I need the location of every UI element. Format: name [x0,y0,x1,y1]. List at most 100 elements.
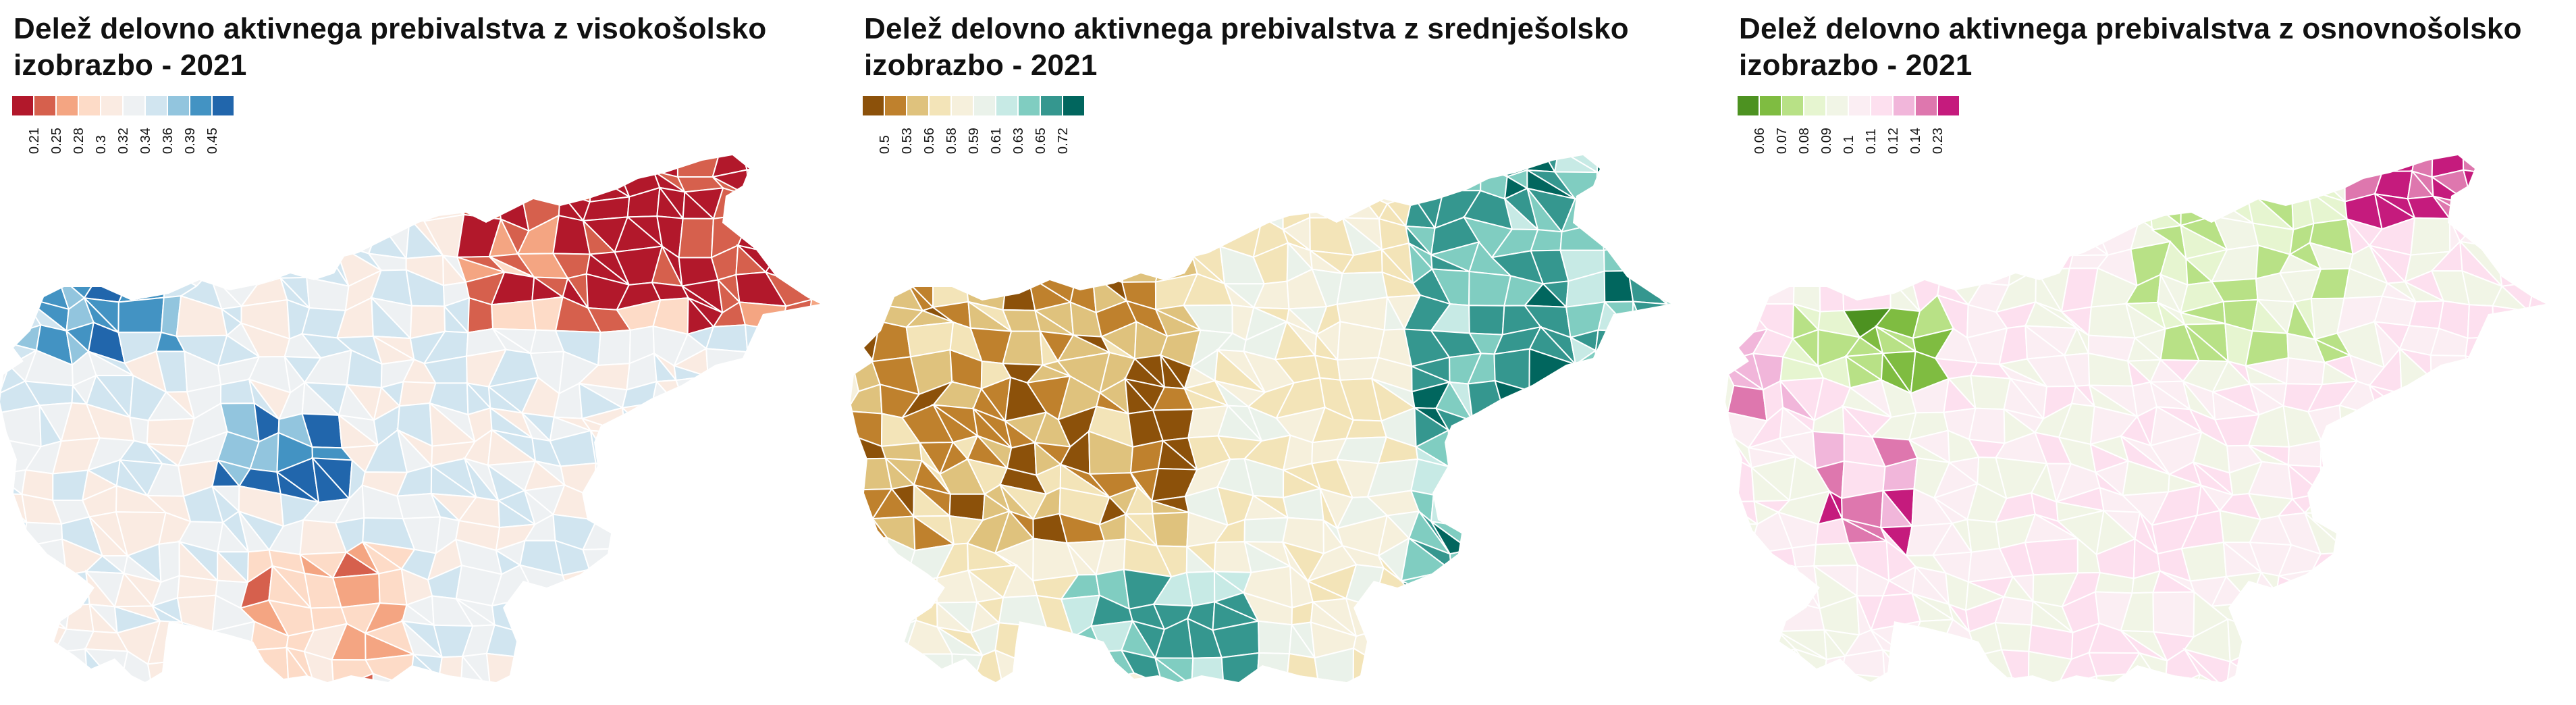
municipality-region [1748,547,1797,568]
municipality-region [655,379,690,419]
municipality-region [2462,169,2501,206]
municipality-region [2408,300,2444,330]
municipality-region [1594,329,1634,367]
municipality-region [491,691,522,705]
municipality-region [746,168,772,197]
municipality-region [2291,188,2315,231]
municipality-region [333,689,373,705]
municipality-region [2467,304,2495,339]
municipality-region [1977,240,2014,286]
municipality-region [1025,625,1062,664]
municipality-region [460,654,492,682]
municipality-region [951,653,984,682]
municipality-region [1002,274,1036,311]
municipality-region [1401,580,1444,602]
municipality-region [2430,355,2479,394]
municipality-region [331,659,375,682]
municipality-region [1308,188,1358,219]
legend-swatch [930,96,950,115]
municipality-region [1468,305,1505,336]
municipality-region [1968,407,2006,444]
municipality-region [65,603,95,633]
legend-swatch [34,96,55,115]
legend-swatch [1849,96,1870,115]
municipality-region [2410,217,2451,256]
municipality-region [1459,419,1501,442]
legend-swatch [1760,96,1781,115]
municipality-region [1449,548,1477,584]
municipality-region [1603,270,1634,303]
municipality-region [2152,591,2195,638]
municipality-region [1526,155,1556,173]
legend-swatch [213,96,234,115]
municipality-region [2216,677,2259,682]
map-title: Delež delovno aktivnega prebivalstva z o… [1739,12,2522,82]
legend-swatch [57,96,78,115]
municipality-region [776,249,818,284]
municipality-region [745,350,785,393]
municipality-region [2495,245,2537,288]
municipality-region [705,348,749,377]
map-title: Delež delovno aktivnega prebivalstva z s… [864,12,1629,82]
municipality-region [461,691,500,705]
municipality-region [0,404,42,448]
municipality-region [1470,415,1506,440]
municipality-region [53,648,88,682]
legend-swatch [101,96,122,115]
legend-swatch [1894,96,1914,115]
municipality-region [1319,685,1356,705]
municipality-region [744,323,782,365]
legend-swatch [146,96,167,115]
legend-swatch [1019,96,1040,115]
legend-swatch [907,96,928,115]
municipality-region [2527,281,2546,312]
legend-swatch [168,96,189,115]
municipality-region [1599,217,1630,248]
municipality-region [562,569,601,604]
municipality-region [146,658,196,682]
municipality-region [932,269,969,309]
map-panel-higher-education: Delež delovno aktivnega prebivalstva z v… [0,0,851,705]
municipality-region [1882,648,1910,681]
municipality-region [1431,163,1482,192]
municipality-region [2527,309,2546,334]
municipality-region [2492,305,2531,338]
municipality-region [851,457,893,492]
municipality-region [2276,575,2320,594]
municipality-region [303,650,335,682]
municipality-region [994,649,1038,682]
municipality-region [1120,649,1164,682]
municipality-region [2494,246,2535,283]
choropleth-map [0,155,820,705]
municipality-region [795,266,820,301]
legend-swatch [12,96,33,115]
municipality-region [554,160,593,203]
legend-swatch [952,96,973,115]
municipality-region [1632,301,1669,340]
municipality-region [485,624,537,658]
legend-swatch [996,96,1017,115]
municipality-region [2184,648,2227,682]
legend-swatch [1871,96,1892,115]
municipality-region [176,575,219,599]
municipality-region [1727,523,1759,556]
municipality-region [1341,188,1380,220]
municipality-region [491,300,537,331]
municipality-region [1646,303,1671,340]
municipality-region [2318,465,2342,489]
municipality-region [2462,155,2509,175]
municipality-region [1966,519,2001,553]
municipality-region [1220,652,1260,682]
municipality-region [2464,355,2496,394]
municipality-region [582,548,632,575]
choropleth-map [1725,155,2546,682]
municipality-region [438,655,464,682]
municipality-region [1447,429,1476,469]
municipality-region [1353,685,1385,705]
municipality-region [2338,404,2385,431]
municipality-region [1352,647,1381,682]
municipality-region [678,217,714,259]
municipality-region [1595,163,1633,201]
legend-swatch [863,96,884,115]
municipality-region [903,577,938,605]
